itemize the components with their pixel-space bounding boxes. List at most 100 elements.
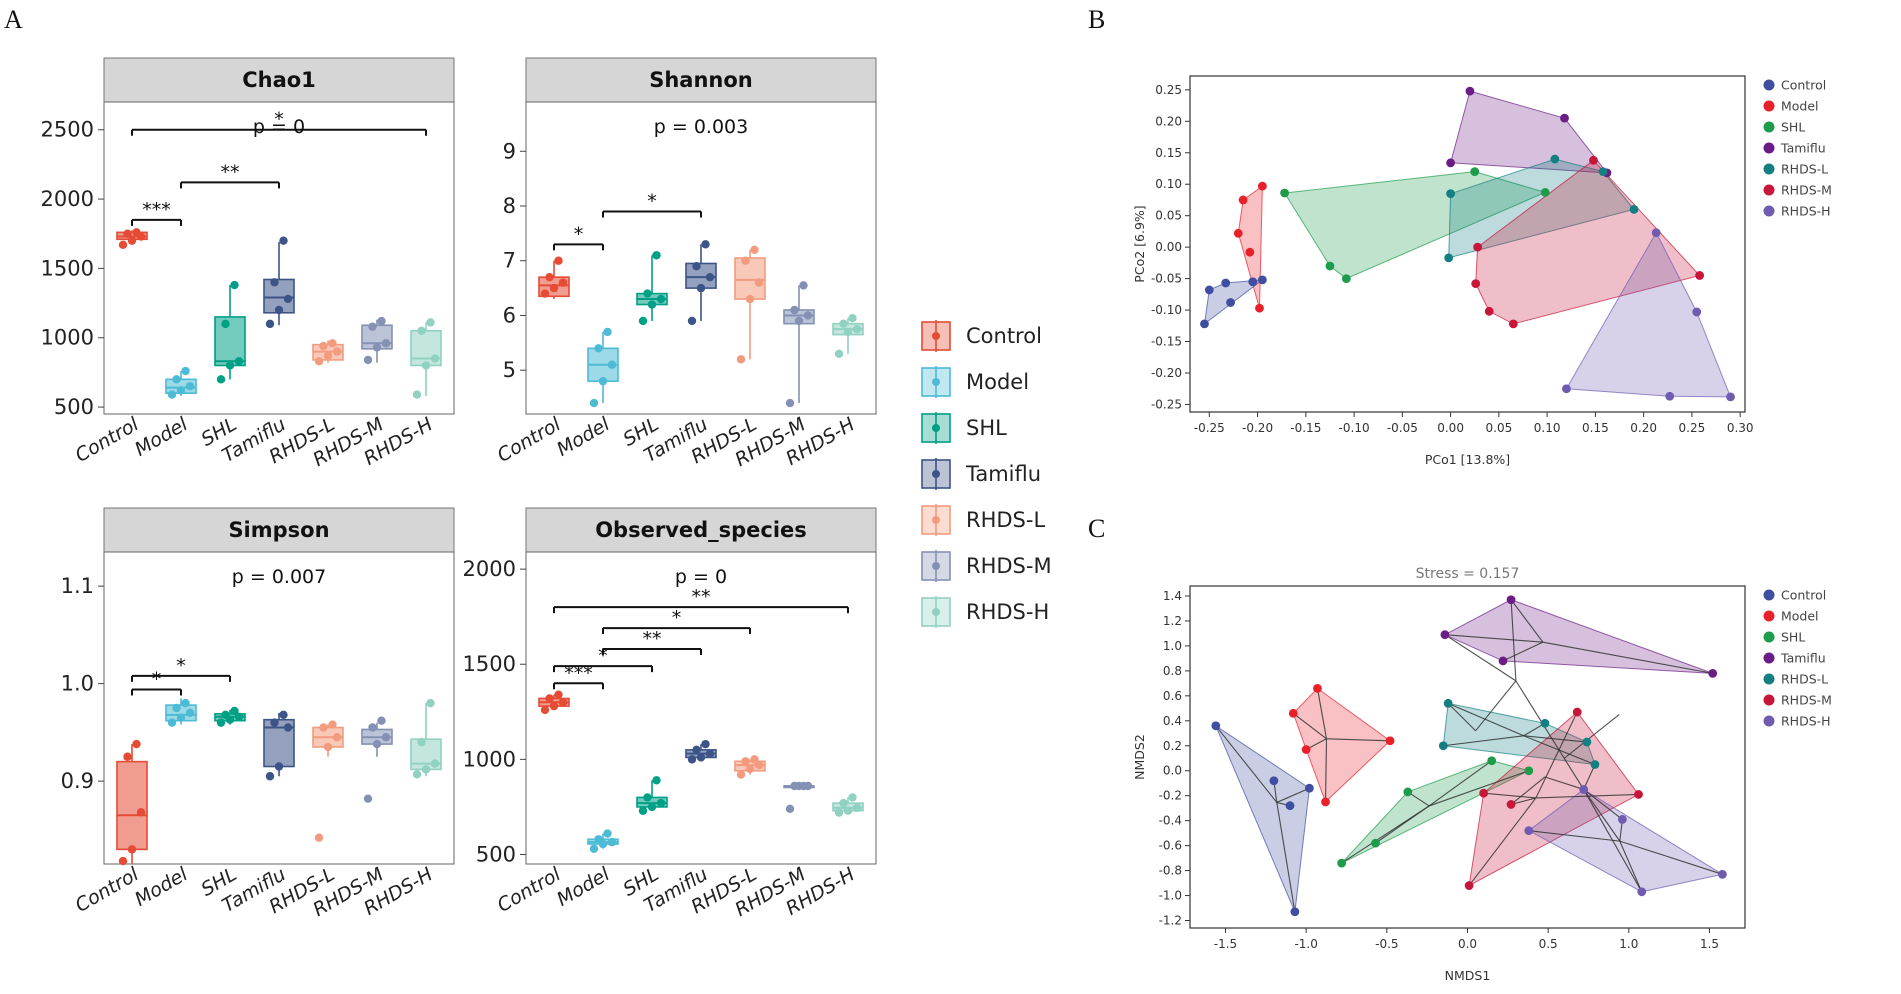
- data-point: [127, 845, 137, 854]
- facet-strip: [103, 57, 455, 103]
- sample-point-control: [1285, 801, 1295, 811]
- significance-label: **: [221, 161, 240, 183]
- panel-label-a: A: [4, 5, 23, 34]
- sample-point-model: [1233, 228, 1243, 238]
- sample-point-model: [1301, 745, 1311, 754]
- data-point: [545, 694, 554, 703]
- data-point: [283, 294, 293, 304]
- data-point: [589, 844, 599, 853]
- y-tick-label: 0.0: [1163, 764, 1182, 778]
- y-tick-label: -0.10: [1151, 303, 1182, 317]
- box-control: [116, 760, 148, 851]
- network-edge: [1475, 680, 1517, 732]
- data-point: [607, 360, 617, 369]
- data-point: [319, 341, 328, 351]
- spider-line: [1447, 702, 1524, 737]
- data-point: [843, 327, 853, 337]
- data-point: [314, 833, 324, 842]
- data-point: [221, 710, 230, 720]
- y-tick-label: 0.00: [1155, 240, 1182, 254]
- x-tick-label: 0.25: [1679, 421, 1706, 435]
- legend-label: Model: [1781, 609, 1819, 624]
- data-point: [176, 713, 186, 722]
- p-value: p = 0: [253, 116, 305, 138]
- data-point: [127, 236, 137, 245]
- spider-line: [1523, 735, 1587, 743]
- data-point: [852, 324, 862, 334]
- sample-point-model: [1321, 797, 1330, 807]
- y-tick-label: 0.2: [1163, 739, 1182, 753]
- sample-point-tamiflu: [1506, 595, 1516, 605]
- data-point: [705, 272, 715, 282]
- y-tick-label: 2000: [41, 187, 94, 211]
- sample-point-rhds-h: [1579, 785, 1589, 794]
- spider-line: [1483, 792, 1536, 799]
- y-tick-label: -0.20: [1151, 366, 1182, 380]
- data-point: [274, 762, 284, 771]
- legend-label: Control: [1781, 588, 1826, 603]
- legend-label: SHL: [1781, 630, 1805, 645]
- data-point: [319, 723, 328, 732]
- data-point: [314, 357, 324, 366]
- pcoa-panel: -0.25 -0.20 -0.15 -0.10 -0.05 0.00 0.05 0.10 0.1…: [1132, 75, 1832, 467]
- spider-line: [1619, 840, 1643, 893]
- facet-strip: [525, 507, 877, 553]
- sample-point-rhds-m: [1572, 707, 1582, 717]
- box-rhds-l: [734, 257, 766, 300]
- sample-point-rhds-h: [1617, 815, 1627, 824]
- network-edge: [1583, 789, 1623, 820]
- data-point: [332, 733, 342, 742]
- sample-point-rhds-l: [1443, 698, 1453, 708]
- data-point: [323, 742, 333, 752]
- legend-key-dot: [932, 608, 940, 616]
- data-point: [638, 806, 648, 815]
- x-tick-label: -1.5: [1214, 937, 1237, 951]
- data-point: [181, 698, 190, 708]
- y-tick-label: -1.0: [1159, 889, 1182, 903]
- data-point: [381, 733, 391, 742]
- spider-line: [1528, 830, 1620, 842]
- data-point: [701, 739, 710, 749]
- data-point: [549, 283, 559, 293]
- sample-point-shl: [1337, 858, 1347, 868]
- data-point: [368, 723, 377, 732]
- p-value: p = 0.007: [232, 566, 326, 588]
- x-tick-label: -0.15: [1290, 421, 1321, 435]
- sample-point-control: [1304, 783, 1314, 793]
- y-tick-label: 0.4: [1163, 714, 1182, 728]
- sample-point-shl: [1280, 188, 1289, 198]
- legend-label: RHDS-H: [1781, 714, 1831, 729]
- data-point: [279, 710, 288, 720]
- y-tick-label: 0.15: [1155, 146, 1182, 160]
- data-point: [839, 798, 848, 808]
- y-tick-label: 0.10: [1155, 177, 1182, 191]
- y-tick-label: 6: [503, 303, 516, 327]
- spider-line: [1502, 641, 1544, 662]
- y-tick-label: 500: [54, 395, 94, 419]
- sample-point-rhds-m: [1479, 788, 1489, 798]
- sample-point-control: [1248, 277, 1258, 287]
- legend-label: Control: [966, 324, 1042, 348]
- sample-point-rhds-h: [1665, 391, 1675, 401]
- legend-label: Control: [1781, 78, 1826, 93]
- data-point: [123, 752, 132, 761]
- y-tick-label: -0.8: [1159, 864, 1182, 878]
- x-tick-label: 0.20: [1630, 421, 1657, 435]
- data-point: [234, 712, 244, 721]
- network-edge: [1510, 599, 1517, 681]
- data-point: [705, 749, 715, 758]
- data-point: [638, 316, 648, 326]
- data-point: [230, 706, 239, 716]
- spider-line: [1444, 634, 1543, 643]
- x-tick-label: -0.5: [1375, 937, 1398, 951]
- data-point: [554, 256, 563, 265]
- data-point: [594, 344, 603, 353]
- sample-point-shl: [1540, 188, 1550, 197]
- y-tick-label: -0.2: [1159, 789, 1182, 803]
- sample-point-rhds-m: [1506, 800, 1516, 809]
- spider-line: [1583, 789, 1621, 842]
- data-point: [785, 804, 795, 814]
- data-point: [265, 319, 275, 329]
- data-point: [225, 361, 235, 370]
- data-point: [603, 327, 612, 337]
